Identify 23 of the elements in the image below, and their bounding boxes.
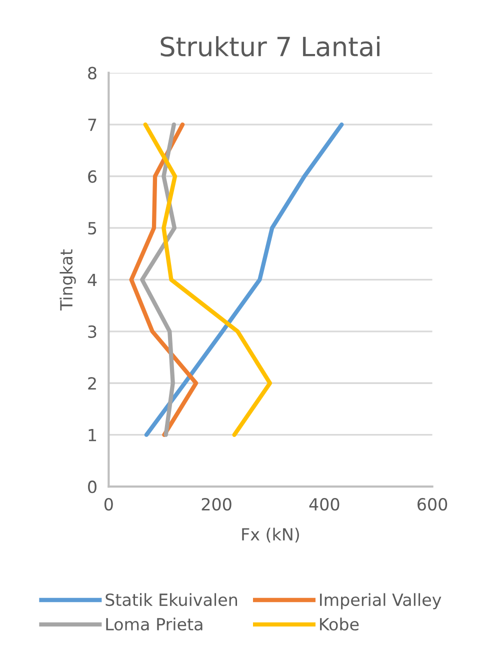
y-tick-label: 7: [88, 118, 96, 131]
x-axis-title: Fx (kN): [242, 528, 299, 543]
x-tick-label: 600: [418, 498, 448, 511]
y-tick-label: 2: [88, 377, 96, 390]
line-series: [144, 122, 344, 437]
y-tick-label: 4: [88, 274, 97, 286]
y-tick-label: 6: [88, 170, 97, 183]
legend-label: Loma Prieta: [106, 618, 202, 631]
y-tick-label: 5: [88, 222, 96, 235]
line-series: [143, 122, 272, 437]
legend-label: Imperial Valley: [320, 593, 442, 610]
y-tick-label: 3: [88, 325, 96, 338]
y-tick-label: 1: [88, 429, 96, 442]
chart-title: Struktur 7 Lantai: [160, 36, 380, 57]
legend-label: Statik Ekuivalen: [106, 593, 238, 606]
legend-label: Kobe: [320, 618, 359, 631]
y-axis-title: Tingkat: [60, 249, 76, 311]
x-tick-label: 0: [104, 498, 113, 511]
y-tick-label: 8: [88, 66, 96, 80]
x-tick-label: 200: [202, 498, 232, 511]
x-tick-label: 400: [309, 498, 340, 511]
line-series: [140, 122, 177, 437]
y-tick-label: 0: [88, 480, 96, 494]
